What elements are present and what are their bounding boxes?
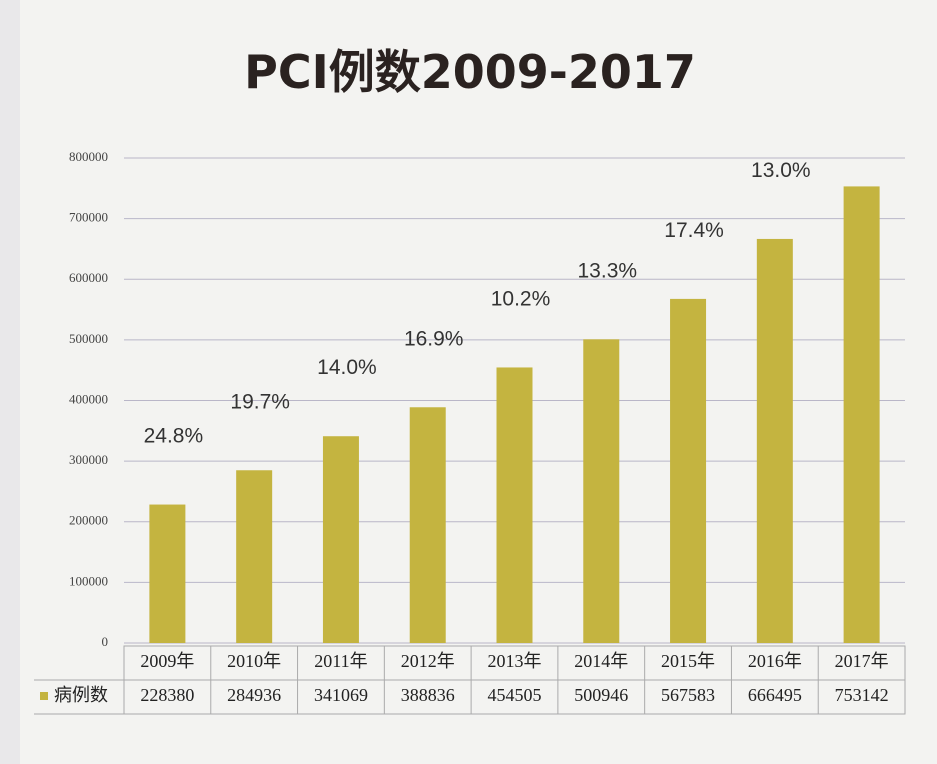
table-value: 388836	[401, 685, 455, 705]
growth-annotation: 10.2%	[491, 287, 551, 310]
y-tick-label: 100000	[69, 573, 108, 588]
y-tick-label: 400000	[69, 391, 108, 406]
y-tick-label: 500000	[69, 331, 108, 346]
table-value: 228380	[140, 685, 194, 705]
table-value: 666495	[748, 685, 802, 705]
bar	[149, 504, 186, 643]
x-tick-label: 2012年	[401, 651, 455, 671]
y-tick-label: 800000	[69, 149, 108, 164]
y-tick-label: 300000	[69, 452, 108, 467]
growth-annotation: 16.9%	[404, 327, 464, 350]
x-tick-label: 2010年	[227, 651, 281, 671]
legend-label: 病例数	[54, 685, 108, 705]
x-tick-label: 2011年	[314, 651, 367, 671]
table-value: 341069	[314, 685, 368, 705]
table-value: 284936	[227, 685, 281, 705]
bar	[756, 238, 793, 643]
slide-background	[20, 0, 937, 764]
y-tick-label: 700000	[69, 210, 108, 225]
x-tick-label: 2015年	[661, 651, 715, 671]
growth-annotation: 14.0%	[317, 356, 377, 379]
x-tick-label: 2016年	[748, 651, 802, 671]
growth-annotation: 13.0%	[751, 159, 811, 182]
table-value: 567583	[661, 685, 715, 705]
legend-swatch	[40, 692, 48, 700]
x-tick-label: 2017年	[835, 651, 889, 671]
y-tick-label: 600000	[69, 270, 108, 285]
bar	[236, 470, 273, 643]
x-tick-label: 2009年	[140, 651, 194, 671]
growth-annotation: 24.8%	[144, 425, 204, 448]
bar	[670, 298, 707, 643]
table-value: 500946	[574, 685, 628, 705]
chart-title: PCI例数2009-2017	[244, 45, 696, 99]
bar	[496, 367, 533, 643]
bar	[409, 407, 446, 643]
bar	[843, 186, 880, 644]
growth-annotation: 19.7%	[230, 390, 290, 413]
growth-annotation: 13.3%	[578, 259, 638, 282]
bar	[583, 339, 620, 643]
y-tick-label: 200000	[69, 513, 108, 528]
bar	[322, 436, 359, 643]
growth-annotation: 17.4%	[664, 219, 724, 242]
table-value: 753142	[835, 685, 889, 705]
table-value: 454505	[488, 685, 542, 705]
x-tick-label: 2014年	[574, 651, 628, 671]
x-tick-label: 2013年	[488, 651, 542, 671]
y-tick-label: 0	[102, 634, 109, 649]
